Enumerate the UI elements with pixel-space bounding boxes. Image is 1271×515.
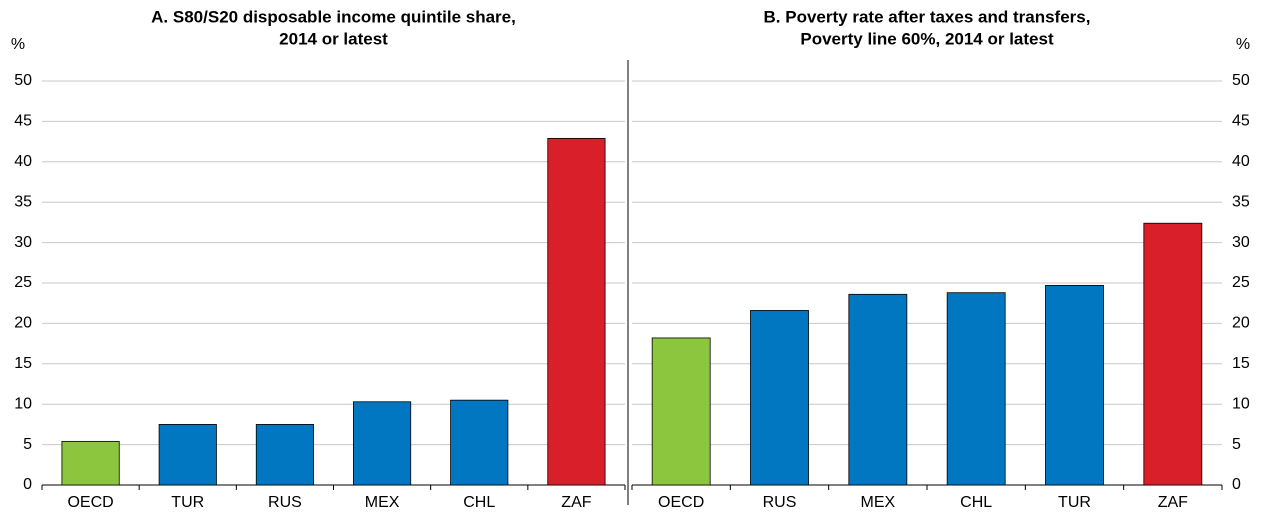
y-tick-label: 50	[1232, 72, 1250, 89]
y-tick-label: 20	[1232, 315, 1250, 332]
bar	[255, 423, 314, 486]
bar	[1045, 285, 1104, 486]
y-tick-label: 25	[14, 274, 32, 291]
x-tick-label: ZAF	[561, 494, 591, 511]
bar	[61, 440, 120, 486]
y-tick-label: 25	[1232, 274, 1250, 291]
y-tick-label: 40	[14, 153, 32, 170]
x-tick-label: CHL	[463, 494, 495, 511]
x-tick-label: OECD	[67, 494, 113, 511]
y-tick-label: 5	[23, 436, 32, 453]
y-tick-label: 40	[1232, 153, 1250, 170]
x-tick-label: MEX	[365, 494, 400, 511]
bar	[450, 399, 509, 486]
bar	[547, 137, 606, 486]
x-tick-label: RUS	[268, 494, 302, 511]
chart-title: A. S80/S20 disposable income quintile sh…	[151, 7, 516, 26]
x-tick-label: TUR	[171, 494, 204, 511]
y-tick-label: 20	[14, 315, 32, 332]
x-tick-label: OECD	[658, 494, 704, 511]
x-tick-label: MEX	[860, 494, 895, 511]
y-tick-label: 30	[1232, 234, 1250, 251]
y-axis-label: %	[11, 36, 25, 53]
chart-title: Poverty line 60%, 2014 or latest	[800, 29, 1054, 48]
y-tick-label: 15	[1232, 355, 1250, 372]
bar	[353, 401, 412, 486]
y-tick-label: 45	[14, 113, 32, 130]
bar	[848, 293, 908, 486]
bar	[651, 337, 711, 486]
y-tick-label: 0	[1232, 476, 1241, 493]
y-tick-label: 35	[14, 193, 32, 210]
x-tick-label: RUS	[763, 494, 797, 511]
bar	[750, 310, 809, 486]
y-tick-label: 10	[14, 395, 32, 412]
x-tick-label: CHL	[960, 494, 992, 511]
y-tick-label: 50	[14, 72, 32, 89]
y-axis-label: %	[1236, 36, 1250, 53]
x-tick-label: TUR	[1058, 494, 1091, 511]
y-tick-label: 35	[1232, 193, 1250, 210]
y-tick-label: 15	[14, 355, 32, 372]
chart-title: 2014 or latest	[279, 29, 388, 48]
bar	[158, 423, 217, 486]
y-tick-label: 10	[1232, 395, 1250, 412]
bar	[1143, 222, 1203, 486]
y-tick-label: 0	[23, 476, 32, 493]
bar	[946, 292, 1006, 486]
y-tick-label: 5	[1232, 436, 1241, 453]
x-tick-label: ZAF	[1158, 494, 1188, 511]
y-tick-label: 30	[14, 234, 32, 251]
chart-title: B. Poverty rate after taxes and transfer…	[764, 7, 1091, 26]
y-tick-label: 45	[1232, 113, 1250, 130]
